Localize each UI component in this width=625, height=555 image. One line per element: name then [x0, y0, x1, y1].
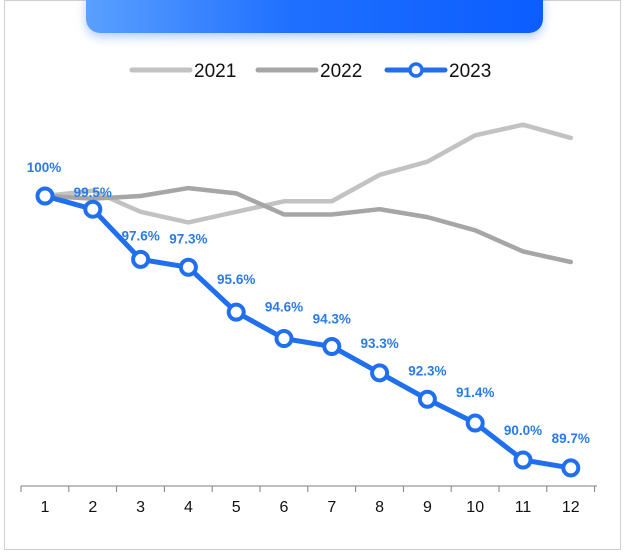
- series-line-2021: [42, 122, 574, 225]
- legend-marker-2023: [408, 62, 424, 78]
- data-point-2023: [226, 302, 246, 322]
- data-point-2023: [131, 249, 151, 269]
- data-labels: 100% 99.5% 97.6% 97.3% 95.6% 94.6% 94.3% 93.3% 9…: [27, 160, 590, 446]
- data-label-2023: 97.3%: [169, 231, 207, 246]
- data-label-2023: 90.0%: [504, 423, 542, 438]
- x-tick-label: 8: [375, 499, 384, 516]
- legend-label-2021: 2021: [194, 61, 236, 82]
- series-markers: [35, 186, 581, 478]
- data-label-2023: 91.4%: [456, 385, 494, 400]
- data-point-2023: [178, 257, 198, 277]
- x-axis: 1 2 3 4 5 6 7 8 9 10 11 12: [20, 485, 597, 516]
- x-tick-label: 11: [515, 499, 532, 516]
- data-point-2023: [274, 329, 294, 349]
- x-tick-label: 5: [232, 499, 241, 516]
- x-tick-label: 6: [280, 499, 289, 516]
- legend-label-2022: 2022: [320, 61, 362, 82]
- data-label-2023: 92.3%: [408, 363, 446, 378]
- data-point-2023: [513, 450, 533, 470]
- data-label-2023: 89.7%: [552, 431, 590, 446]
- data-point-2023: [370, 363, 390, 383]
- legend-label-2023: 2023: [449, 61, 491, 82]
- data-label-2023: 99.5%: [74, 185, 112, 200]
- data-point-2023: [465, 413, 485, 433]
- data-label-2023: 93.3%: [360, 336, 398, 351]
- x-tick-label: 4: [184, 499, 193, 516]
- x-tick-label: 12: [562, 499, 580, 516]
- series-line-2023: [42, 193, 574, 471]
- data-label-2023: 94.6%: [265, 300, 303, 315]
- data-point-2023: [35, 186, 55, 206]
- x-tick-label: 1: [41, 499, 50, 516]
- x-tick-label: 2: [88, 499, 97, 516]
- x-tick-label: 9: [423, 499, 432, 516]
- x-tick-label: 10: [466, 499, 484, 516]
- series-line-2022: [42, 185, 574, 265]
- data-point-2023: [322, 336, 342, 356]
- data-label-2023: 95.6%: [217, 272, 255, 287]
- header-banner: [86, 0, 543, 33]
- series-lines: [42, 122, 574, 471]
- x-tick-label: 7: [327, 499, 336, 516]
- legend: 2021 2022 2023: [129, 61, 491, 82]
- x-tick-label: 3: [136, 499, 145, 516]
- data-point-2023: [83, 199, 103, 219]
- data-point-2023: [417, 389, 437, 409]
- data-label-2023: 97.6%: [121, 228, 159, 243]
- data-point-2023: [561, 458, 581, 478]
- data-label-2023: 100%: [27, 160, 62, 175]
- data-label-2023: 94.3%: [313, 311, 351, 326]
